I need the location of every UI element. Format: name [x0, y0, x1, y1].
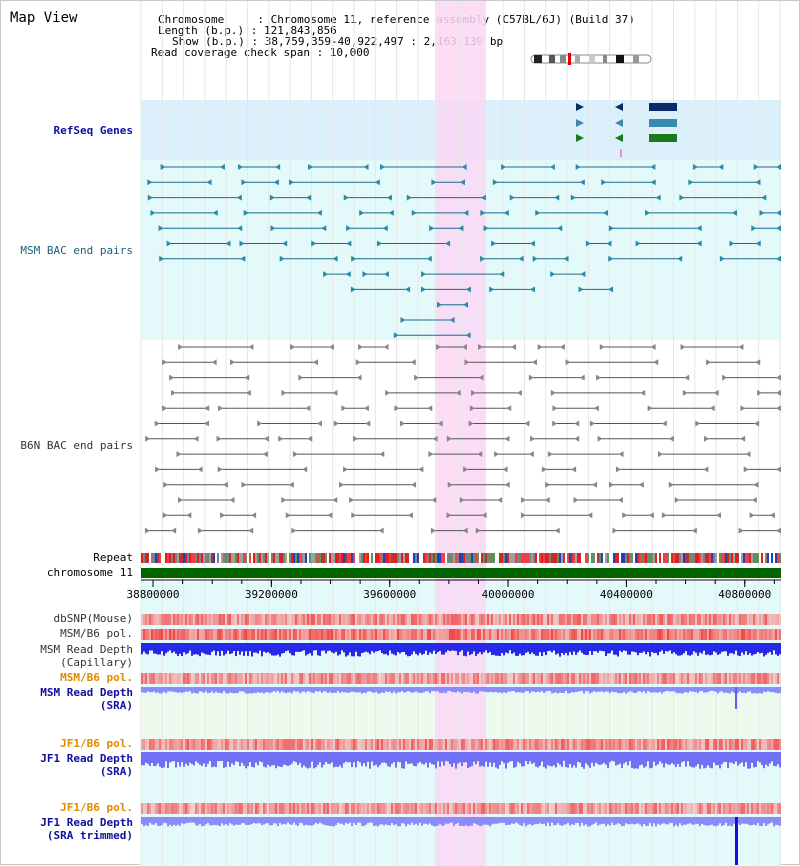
msm-depth-cap-label-2: (Capillary): [60, 656, 133, 669]
axis-tick-label: 39200000: [245, 588, 298, 601]
msm-depth-cap-label-1: MSM Read Depth: [40, 643, 133, 656]
depth-tracks: [141, 643, 781, 865]
length-info: Length (b.p.) : 121,843,856: [158, 24, 337, 37]
jf1-depth-trim-label-1: JF1 Read Depth: [40, 816, 133, 829]
msm-bac-label[interactable]: MSM BAC end pairs: [20, 244, 133, 257]
jf1-pol-label-1: JF1/B6 pol.: [60, 737, 133, 750]
axis-ticks: 38800000 39200000 39600000 40000000 40400000…: [127, 580, 775, 601]
refseq-genes: [576, 103, 677, 157]
dbsnp-label: dbSNP(Mouse): [53, 612, 133, 625]
jf1-depth-sra-label-1: JF1 Read Depth: [40, 752, 133, 765]
msm-depth-sra-label-2: (SRA): [99, 699, 133, 712]
jf1-pol-label-2: JF1/B6 pol.: [60, 801, 133, 814]
repeat-track: [141, 553, 781, 563]
axis-tick-label: 38800000: [127, 588, 180, 601]
msm-depth-sra-label-1: MSM Read Depth: [40, 686, 133, 699]
axis-tick-label: 39600000: [363, 588, 416, 601]
map-view-title: Map View: [10, 10, 78, 26]
heat-tracks: [141, 614, 781, 814]
refseq-genes-label[interactable]: RefSeq Genes: [53, 124, 133, 137]
b6n-bac-label[interactable]: B6N BAC end pairs: [20, 439, 133, 452]
chromosome-bar: [141, 568, 781, 578]
grid-lines: [140, 1, 781, 866]
read-coverage-info: Read coverage check span : 10,000: [151, 46, 370, 59]
axis-tick-label: 40400000: [600, 588, 653, 601]
b6n-bac-pairs: [144, 344, 781, 534]
msm-bac-pairs: [147, 164, 781, 339]
jf1-depth-sra-label-2: (SRA): [99, 765, 133, 778]
chromosome-ideogram: [530, 53, 652, 65]
jf1-depth-trim-label-2: (SRA trimmed): [46, 829, 133, 842]
axis-tick-label: 40800000: [718, 588, 771, 601]
axis-tick-label: 40000000: [482, 588, 535, 601]
repeat-label: Repeat: [93, 551, 133, 564]
chromosome-label: chromosome 11: [46, 566, 133, 579]
msm-pol-label-1: MSM/B6 pol.: [60, 627, 133, 640]
msm-pol-label-2: MSM/B6 pol.: [60, 671, 133, 684]
